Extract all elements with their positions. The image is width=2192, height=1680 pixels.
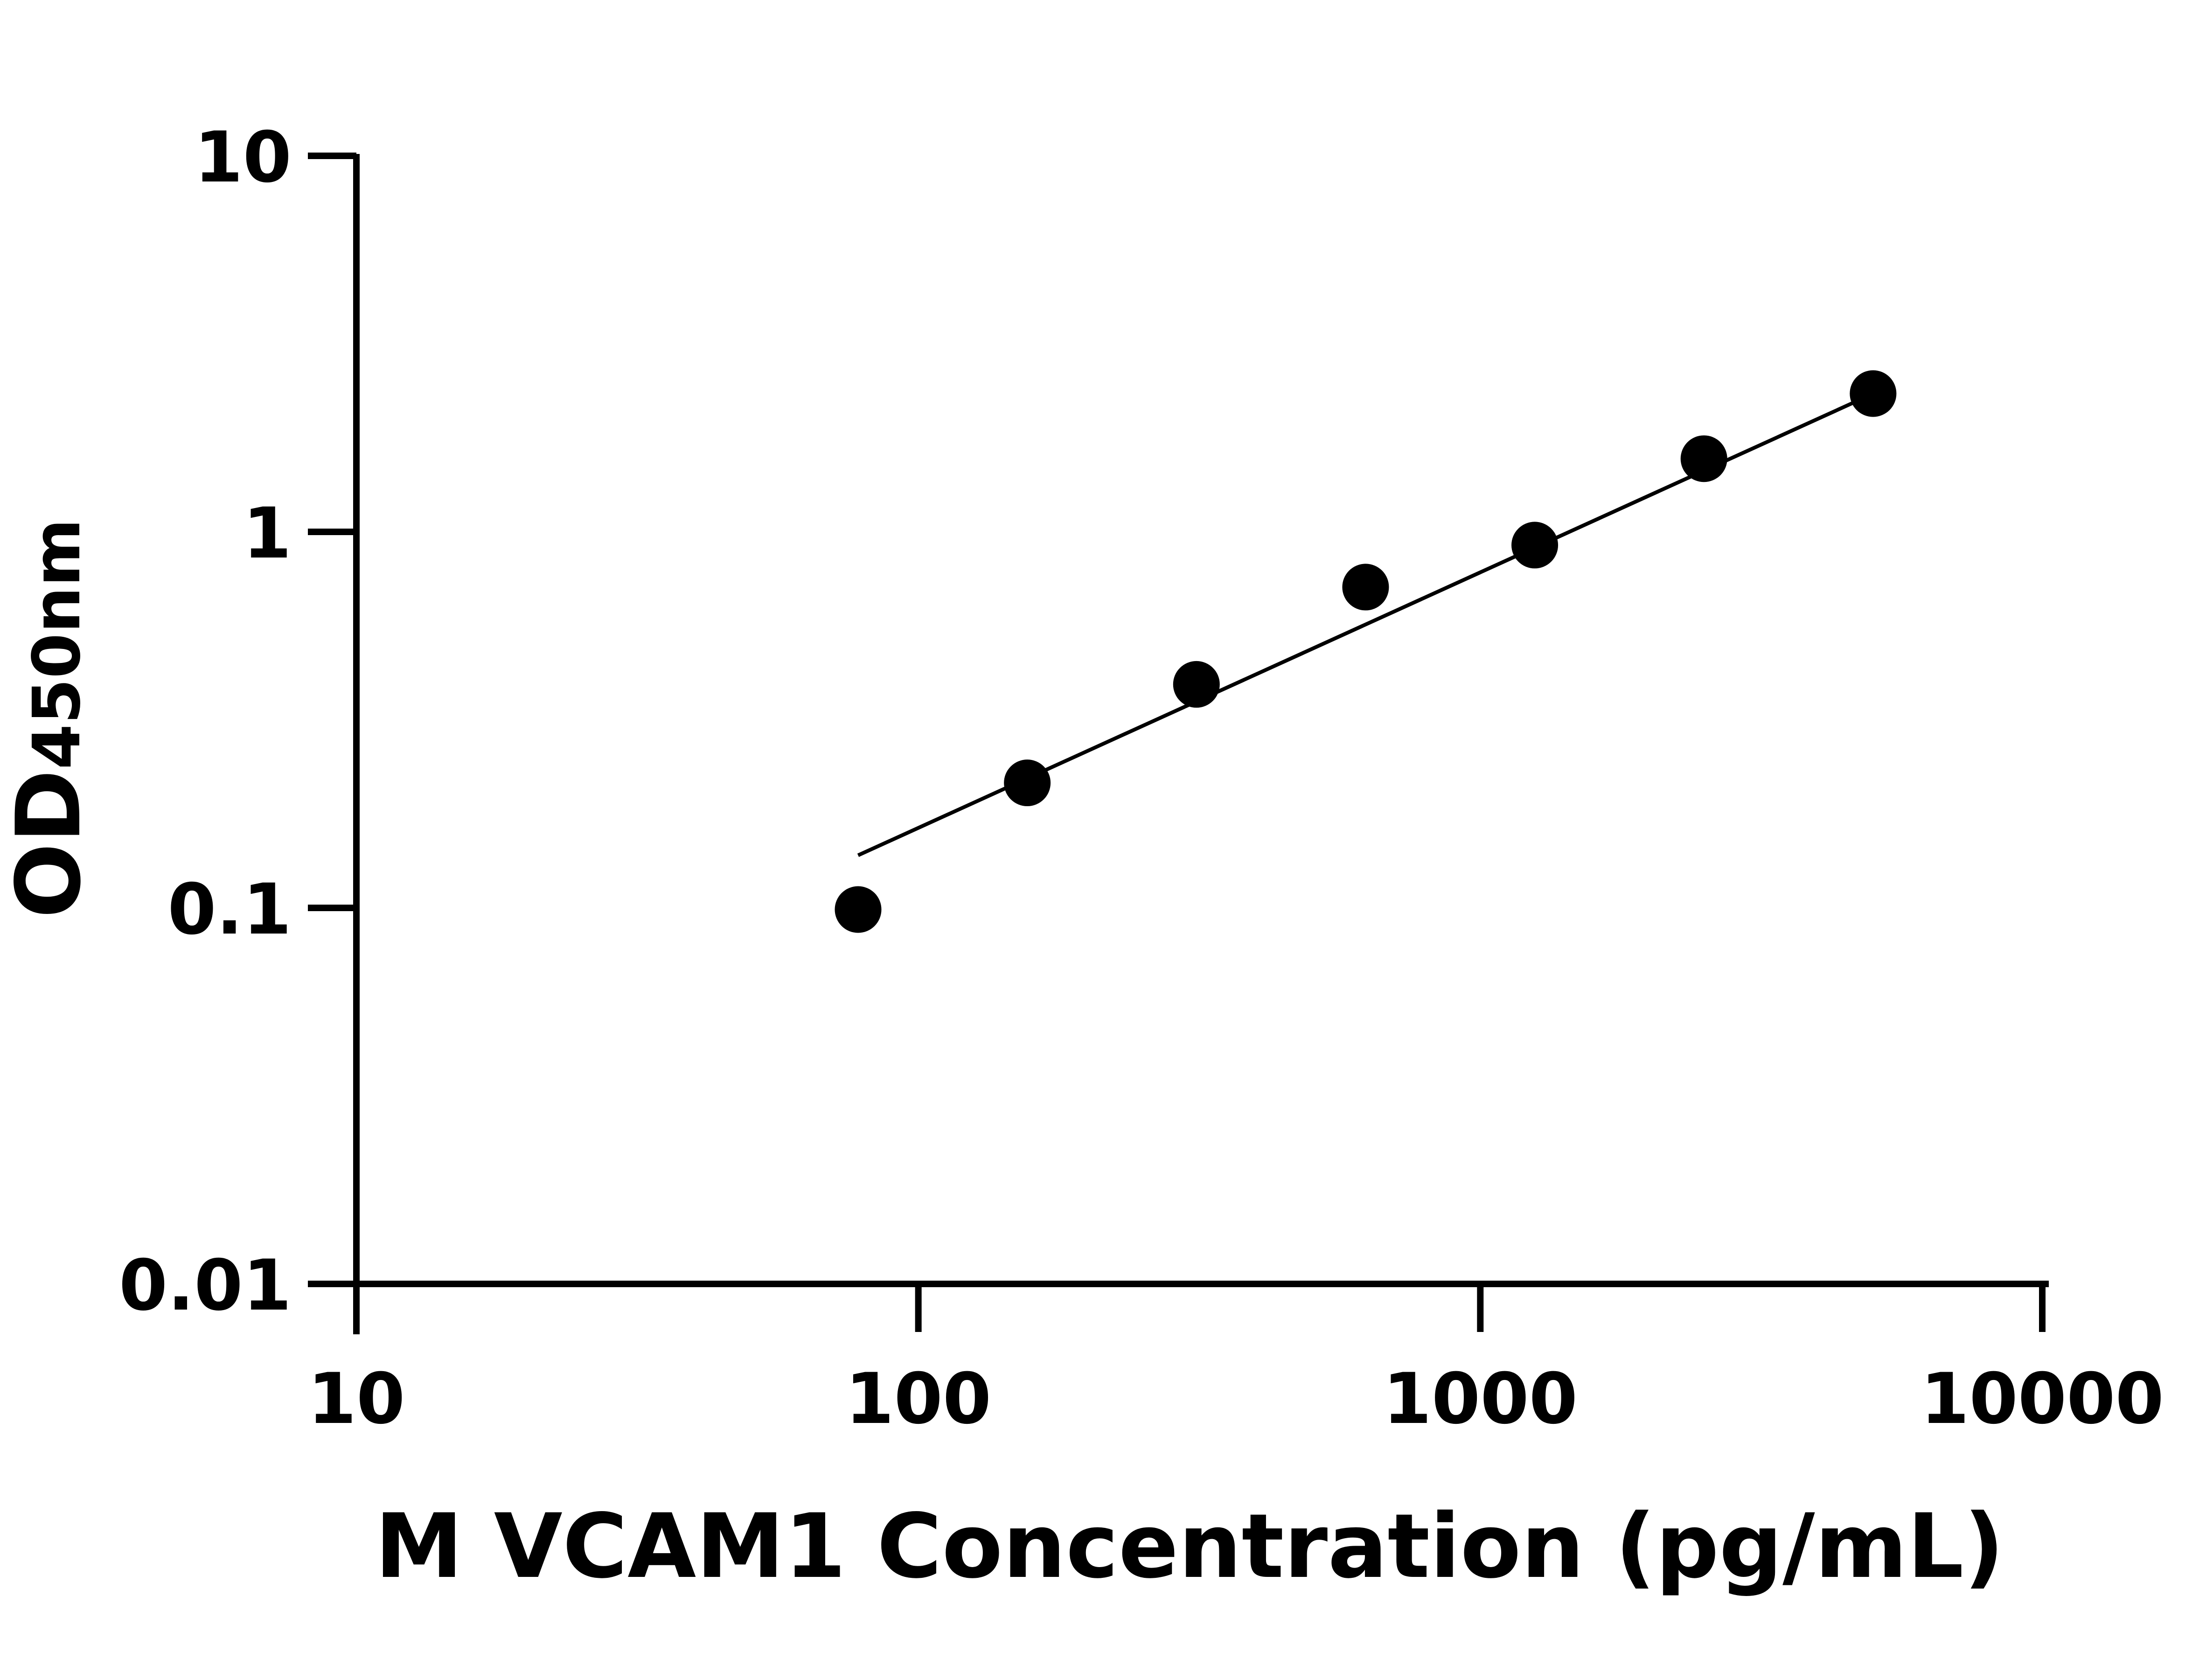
y-axis-title-subscript: 450nm (19, 518, 95, 769)
y-axis-title-main: OD (0, 769, 100, 918)
data-point-0 (835, 886, 882, 933)
x-tick-label-3: 10000 (1921, 1359, 2164, 1440)
y-tick-label-0: 0.01 (119, 1245, 292, 1326)
x-tick-label-1: 100 (845, 1359, 991, 1440)
y-tick-label-2: 1 (243, 493, 292, 574)
data-point-1 (1004, 760, 1051, 807)
data-point-4 (1511, 522, 1559, 569)
data-point-2 (1173, 661, 1220, 708)
x-axis-title: M VCAM1 Concentration (pg/mL) (375, 1495, 2004, 1598)
y-tick-label-1: 0.1 (167, 869, 292, 950)
x-tick-label-0: 10 (308, 1359, 405, 1440)
data-point-6 (1850, 370, 1897, 417)
x-ticks: 10 100 1000 10000 (308, 1284, 2164, 1440)
x-axis: 10 100 1000 10000 (308, 1281, 2164, 1440)
y-axis: 0.01 0.1 1 10 (119, 117, 360, 1334)
data-points (835, 370, 1897, 933)
data-point-3 (1342, 564, 1389, 611)
x-tick-label-2: 1000 (1383, 1359, 1578, 1440)
data-point-5 (1680, 435, 1727, 482)
y-ticks: 0.01 0.1 1 10 (119, 117, 356, 1326)
y-tick-label-3: 10 (194, 117, 292, 198)
y-axis-title: OD450nm (0, 518, 100, 918)
